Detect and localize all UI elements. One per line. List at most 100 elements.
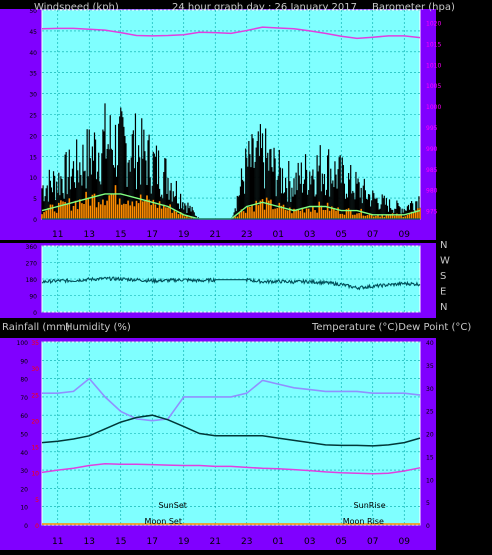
rain-tick-5: 5 — [35, 497, 39, 504]
wind-time-label-09: 09 — [399, 230, 411, 240]
rain-tick-25: 25 — [31, 392, 39, 399]
humidity-axis-title: Humidity (%) — [65, 322, 131, 333]
wind-time-label-21: 21 — [210, 230, 221, 240]
wind-time-label-07: 07 — [367, 230, 378, 240]
wind-time-label-11: 11 — [52, 230, 63, 240]
sunset-annotation: SunSet — [159, 501, 187, 510]
wind-tick-20: 20 — [29, 133, 37, 140]
temp-time-label-13: 13 — [84, 537, 95, 547]
humidity-tick-0: 0 — [24, 523, 28, 530]
humidity-tick-30: 30 — [20, 468, 28, 475]
temp-time-label-03: 03 — [304, 537, 315, 547]
wind-tick-10: 10 — [29, 175, 37, 182]
temp-tick-0: 0 — [426, 523, 430, 530]
temp-time-label-07: 07 — [367, 537, 378, 547]
direction-label-2: S — [440, 271, 446, 282]
temp-tick-40: 40 — [426, 340, 434, 347]
temp-tick-35: 35 — [426, 363, 434, 370]
temp-time-label-01: 01 — [273, 537, 284, 547]
wind-gust-series — [41, 103, 421, 219]
temp-time-label-21: 21 — [210, 537, 221, 547]
wind-tick-30: 30 — [29, 92, 37, 99]
wind-tick-45: 45 — [29, 29, 37, 36]
temp-time-label-15: 15 — [115, 537, 126, 547]
moonset-annotation: Moon Set — [145, 517, 182, 526]
wind-time-label-03: 03 — [304, 230, 315, 240]
temp-tick-25: 25 — [426, 409, 434, 416]
temp-tick-30: 30 — [426, 386, 434, 393]
baro-tick-995: 995 — [426, 125, 438, 132]
temp-time-label-11: 11 — [52, 537, 63, 547]
dir-tick-180: 180 — [26, 277, 38, 284]
temperature-line — [41, 414, 421, 447]
temp-tick-5: 5 — [426, 500, 430, 507]
wind-time-label-17: 17 — [147, 230, 158, 240]
baro-tick-1020: 1020 — [426, 21, 441, 28]
wind-direction-line — [41, 276, 421, 291]
header-strip — [0, 0, 492, 9]
wind-time-label-23: 23 — [241, 230, 252, 240]
temp-tick-10: 10 — [426, 477, 434, 484]
humidity-tick-90: 90 — [20, 358, 28, 365]
wind-time-label-15: 15 — [115, 230, 126, 240]
barometer-line — [41, 26, 421, 40]
baro-tick-1015: 1015 — [426, 41, 441, 48]
dir-tick-360: 360 — [26, 244, 38, 251]
temp-time-label-23: 23 — [241, 537, 252, 547]
header-barometer-label: Barometer (hpa) — [372, 2, 455, 13]
wind-tick-40: 40 — [29, 50, 37, 57]
wind-time-label-05: 05 — [336, 230, 347, 240]
dir-tick-90: 90 — [29, 294, 37, 301]
humidity-tick-50: 50 — [20, 432, 28, 439]
sunrise-annotation: SunRise — [354, 501, 386, 510]
wind-time-label-19: 19 — [178, 230, 190, 240]
baro-tick-990: 990 — [426, 146, 438, 153]
direction-label-4: N — [440, 302, 447, 313]
humidity-tick-20: 20 — [20, 486, 28, 493]
baro-tick-1005: 1005 — [426, 83, 441, 90]
direction-label-0: N — [440, 240, 447, 251]
temp-time-label-05: 05 — [336, 537, 347, 547]
baro-tick-1010: 1010 — [426, 62, 441, 69]
moonrise-annotation: Moon Rise — [343, 517, 384, 526]
temp-tick-15: 15 — [426, 454, 434, 461]
wind-tick-25: 25 — [29, 113, 37, 120]
baro-tick-975: 975 — [426, 209, 438, 216]
rain-tick-30: 30 — [31, 366, 39, 373]
rain-tick-35: 35 — [31, 340, 39, 347]
rainfall-axis-title: Rainfall (mm) — [2, 322, 70, 333]
rain-tick-20: 20 — [31, 418, 39, 425]
temp-time-label-09: 09 — [399, 537, 411, 547]
baro-tick-1000: 1000 — [426, 104, 441, 111]
baro-tick-985: 985 — [426, 167, 438, 174]
humidity-tick-100: 100 — [17, 340, 29, 347]
dir-tick-0: 0 — [33, 310, 37, 317]
humidity-tick-80: 80 — [20, 377, 28, 384]
rain-tick-10: 10 — [31, 471, 39, 478]
wind-tick-35: 35 — [29, 71, 37, 78]
humidity-tick-10: 10 — [20, 505, 28, 512]
wind-tick-15: 15 — [29, 154, 37, 161]
humidity-tick-70: 70 — [20, 395, 28, 402]
temp-time-label-17: 17 — [147, 537, 158, 547]
direction-label-1: W — [440, 256, 450, 267]
humidity-tick-40: 40 — [20, 450, 28, 457]
dir-tick-270: 270 — [26, 261, 38, 268]
wind-orange-series — [41, 185, 421, 219]
humidity-tick-60: 60 — [20, 413, 28, 420]
rain-tick-0: 0 — [35, 523, 39, 530]
wind-tick-50: 50 — [29, 8, 37, 15]
temp-time-label-19: 19 — [178, 537, 190, 547]
humidity-line — [42, 377, 421, 422]
wind-time-label-01: 01 — [273, 230, 284, 240]
header-title: 24 hour graph day : 26 January 2017 — [172, 2, 357, 13]
temperature-axis-title: Temperature (°C)Dew Point (°C) — [311, 322, 471, 333]
wind-tick-0: 0 — [33, 217, 37, 224]
temp-tick-20: 20 — [426, 432, 434, 439]
header-windspeed-label: Windspeed (kph) — [34, 2, 119, 13]
wind-time-label-13: 13 — [84, 230, 95, 240]
dewpoint-line — [41, 462, 421, 475]
direction-label-3: E — [440, 287, 446, 298]
